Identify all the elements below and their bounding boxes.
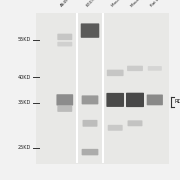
Text: 25KD: 25KD [17, 145, 31, 150]
Text: RDH5: RDH5 [175, 99, 180, 104]
Text: 55KD: 55KD [17, 37, 31, 42]
Text: Mouse kidney: Mouse kidney [130, 0, 153, 8]
Bar [36, 13, 169, 164]
Text: Mouse liver: Mouse liver [111, 0, 130, 8]
FancyBboxPatch shape [126, 93, 144, 107]
FancyBboxPatch shape [82, 120, 98, 127]
FancyBboxPatch shape [57, 94, 73, 105]
FancyBboxPatch shape [57, 42, 72, 46]
FancyBboxPatch shape [81, 23, 99, 38]
FancyBboxPatch shape [57, 34, 72, 40]
FancyBboxPatch shape [107, 70, 123, 76]
FancyBboxPatch shape [108, 125, 123, 131]
FancyBboxPatch shape [147, 94, 163, 105]
Text: A549: A549 [60, 0, 71, 8]
FancyBboxPatch shape [127, 120, 143, 126]
FancyBboxPatch shape [82, 95, 98, 104]
Text: 35KD: 35KD [17, 100, 31, 105]
Text: 40KD: 40KD [17, 75, 31, 80]
Text: Rat liver: Rat liver [150, 0, 165, 8]
FancyBboxPatch shape [82, 149, 98, 155]
Text: BT474: BT474 [85, 0, 97, 8]
FancyBboxPatch shape [106, 93, 124, 107]
FancyBboxPatch shape [127, 66, 143, 71]
FancyBboxPatch shape [148, 66, 162, 71]
FancyBboxPatch shape [57, 106, 72, 112]
